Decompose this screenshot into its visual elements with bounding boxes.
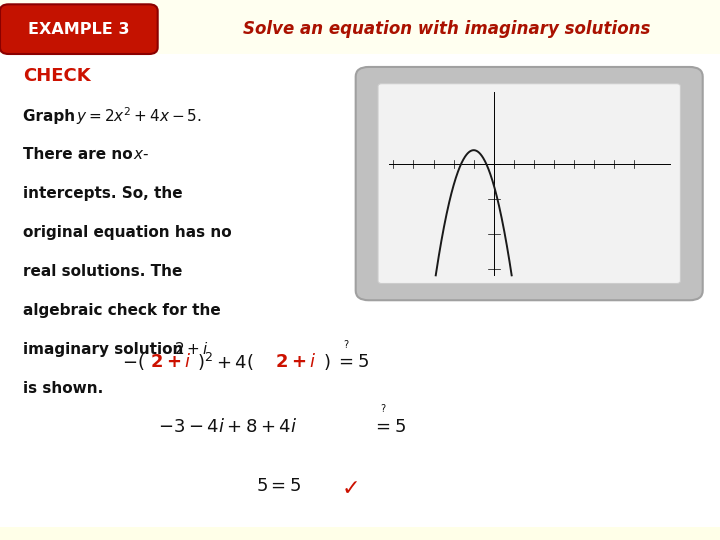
Text: There are no: There are no bbox=[23, 147, 138, 163]
Text: $2 + i$: $2 + i$ bbox=[174, 341, 209, 357]
Text: ✓: ✓ bbox=[342, 478, 361, 499]
Text: is shown.: is shown. bbox=[23, 381, 103, 396]
Text: $)^2 + 4($: $)^2 + 4($ bbox=[197, 351, 254, 373]
Text: $)$: $)$ bbox=[323, 352, 330, 372]
Text: original equation has no: original equation has no bbox=[23, 225, 232, 240]
Text: ?: ? bbox=[343, 340, 348, 349]
Text: imaginary solution: imaginary solution bbox=[23, 342, 189, 357]
Bar bbox=[0, 526, 720, 540]
Text: intercepts. So, the: intercepts. So, the bbox=[23, 186, 183, 201]
Text: algebraic check for the: algebraic check for the bbox=[23, 303, 221, 318]
Text: $= 5$: $= 5$ bbox=[335, 353, 369, 371]
Text: $= 5$: $= 5$ bbox=[372, 417, 406, 436]
Text: ?: ? bbox=[380, 404, 386, 414]
Text: $\mathbf{2 + \mathit{i}}$: $\mathbf{2 + \mathit{i}}$ bbox=[150, 353, 192, 371]
Text: $y = 2x^2 + 4x - 5.$: $y = 2x^2 + 4x - 5.$ bbox=[76, 105, 202, 127]
Text: $-($: $-($ bbox=[122, 352, 145, 372]
Text: Solve an equation with imaginary solutions: Solve an equation with imaginary solutio… bbox=[243, 20, 650, 38]
FancyBboxPatch shape bbox=[0, 4, 158, 54]
Text: $\mathbf{2 + \mathit{i}}$: $\mathbf{2 + \mathit{i}}$ bbox=[275, 353, 317, 371]
Text: EXAMPLE 3: EXAMPLE 3 bbox=[28, 22, 130, 37]
Text: Graph: Graph bbox=[23, 109, 81, 124]
Text: CHECK: CHECK bbox=[23, 66, 91, 85]
Bar bbox=[0, 0, 720, 54]
FancyBboxPatch shape bbox=[378, 84, 680, 284]
Text: real solutions. The: real solutions. The bbox=[23, 264, 182, 279]
Text: $5 = 5$: $5 = 5$ bbox=[256, 477, 301, 495]
Text: $-3 - 4i + 8 + 4i$: $-3 - 4i + 8 + 4i$ bbox=[158, 417, 297, 436]
FancyBboxPatch shape bbox=[356, 67, 703, 300]
Text: $x$-: $x$- bbox=[133, 147, 149, 163]
